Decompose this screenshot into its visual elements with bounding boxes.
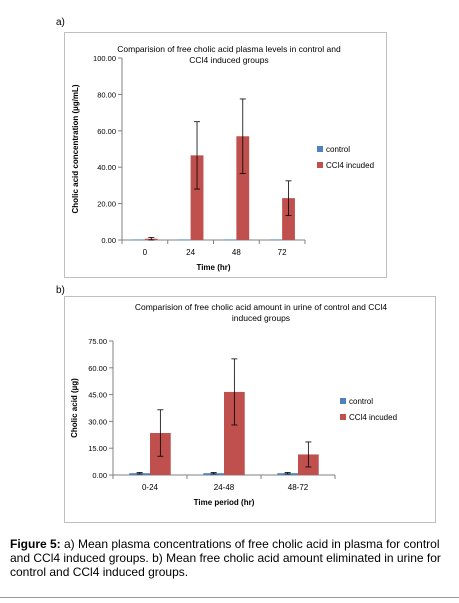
chart-b-x-tick-label: 48-72 xyxy=(288,483,309,492)
chart-a-bar-ccl4 xyxy=(282,198,295,240)
caption-text: a) Mean plasma concentrations of free ch… xyxy=(10,537,441,579)
chart-a-legend-swatch xyxy=(317,146,323,152)
chart-b-title: Comparision of free cholic acid amount i… xyxy=(96,302,426,324)
chart-a-bar-ccl4 xyxy=(236,136,250,240)
chart-a-y-tick-label: 0.00 xyxy=(101,236,116,245)
chart-b-x-tick-label: 0-24 xyxy=(142,483,159,492)
figure-caption: Figure 5: a) Mean plasma concentrations … xyxy=(10,537,450,579)
caption-label: Figure 5: xyxy=(10,537,61,551)
chart-a-x-tick-label: 72 xyxy=(278,248,287,257)
chart-a-legend-label: control xyxy=(326,145,350,154)
chart-b-title-line-1: Comparision of free cholic acid amount i… xyxy=(134,302,388,312)
chart-a-bar-ccl4 xyxy=(190,155,204,240)
chart-a-y-axis-label: Cholic acid concentration (µg/mL) xyxy=(71,84,80,213)
chart-b-y-tick-label: 45.00 xyxy=(88,391,107,400)
chart-b-legend-label: control xyxy=(349,397,373,406)
chart-a-x-tick-label: 48 xyxy=(232,248,241,257)
chart-a-title-line-1: Comparision of free cholic acid plasma l… xyxy=(117,44,341,54)
chart-a-title-line-2: CCl4 induced groups xyxy=(189,55,269,65)
chart-a-x-axis-label: Time (hr) xyxy=(196,263,230,272)
bottom-rule xyxy=(0,597,459,598)
chart-a-y-tick-label: 80.00 xyxy=(97,90,116,99)
chart-a-x-tick-label: 0 xyxy=(143,248,148,257)
chart-b-x-tick-label: 24-48 xyxy=(214,483,235,492)
chart-b-y-tick-label: 60.00 xyxy=(88,364,107,373)
chart-a-y-tick-label: 60.00 xyxy=(97,127,116,136)
chart-b-legend-label: CCl4 incuded xyxy=(349,413,397,422)
chart-a-bar-control xyxy=(269,239,283,241)
panel-a-label: a) xyxy=(56,17,65,28)
chart-b-title-line-2: induced groups xyxy=(231,313,291,323)
chart-a-y-tick-label: 100.00 xyxy=(93,54,116,63)
panel-b-label: b) xyxy=(56,285,65,296)
chart-a-frame xyxy=(64,32,387,278)
chart-a-bar-control xyxy=(177,239,191,241)
chart-a-title: Comparision of free cholic acid plasma l… xyxy=(84,44,374,66)
chart-b-y-axis-label: Cholic acid (µg) xyxy=(70,378,79,438)
chart-b-legend-swatch xyxy=(340,414,346,420)
chart-b-y-tick-label: 75.00 xyxy=(88,337,107,346)
chart-b-y-tick-label: 30.00 xyxy=(88,417,107,426)
chart-b-y-tick-label: 15.00 xyxy=(88,444,107,453)
chart-b-y-tick-label: 0.00 xyxy=(92,471,107,480)
chart-a-y-tick-label: 20.00 xyxy=(97,200,116,209)
chart-a-bar-control xyxy=(132,239,145,241)
chart-a-legend-label: CCl4 incuded xyxy=(326,161,374,170)
chart-b-legend-swatch xyxy=(340,398,346,404)
chart-a-legend-swatch xyxy=(317,162,323,168)
chart-a-y-tick-label: 40.00 xyxy=(97,163,116,172)
chart-a-x-tick-label: 24 xyxy=(186,248,195,257)
chart-b-x-axis-label: Time period (hr) xyxy=(194,498,255,507)
chart-a-bar-control xyxy=(223,239,237,241)
chart-b-frame xyxy=(64,296,436,523)
chart-b-bar-ccl4 xyxy=(224,391,245,475)
